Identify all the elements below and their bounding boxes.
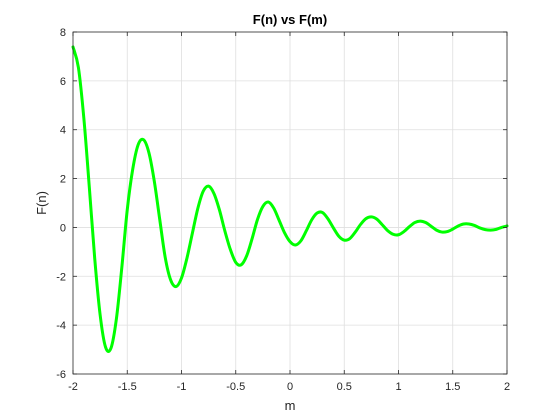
y-tick-label: 6 [60, 76, 66, 88]
y-tick-label: -2 [56, 271, 66, 283]
y-tick-label: 8 [60, 27, 66, 39]
x-tick-label: 1 [395, 381, 401, 393]
x-tick-label: -1.5 [118, 381, 137, 393]
x-tick-label: -0.5 [226, 381, 245, 393]
ticks: -2 -1.5 -1 -0.5 0 0.5 1 1.5 2 -6 -4 -2 0 2 4 6 8 [56, 27, 510, 393]
chart-title: F(n) vs F(m) [253, 12, 327, 27]
grid [73, 32, 507, 374]
y-tick-label: 2 [60, 174, 66, 186]
x-tick-label: -2 [68, 381, 78, 393]
y-tick-label: -6 [56, 369, 66, 381]
x-tick-label: -1 [177, 381, 187, 393]
x-tick-label: 2 [504, 381, 510, 393]
x-tick-label: 1.5 [445, 381, 460, 393]
y-tick-label: 0 [60, 222, 66, 234]
series-layer [71, 45, 509, 353]
x-tick-label: 0.5 [337, 381, 352, 393]
y-tick-label: -4 [56, 320, 66, 332]
x-tick-label: 0 [287, 381, 293, 393]
series-line [71, 45, 509, 353]
x-axis-label: m [285, 398, 296, 413]
y-tick-label: 4 [60, 125, 66, 137]
y-axis-label: F(n) [34, 191, 49, 215]
